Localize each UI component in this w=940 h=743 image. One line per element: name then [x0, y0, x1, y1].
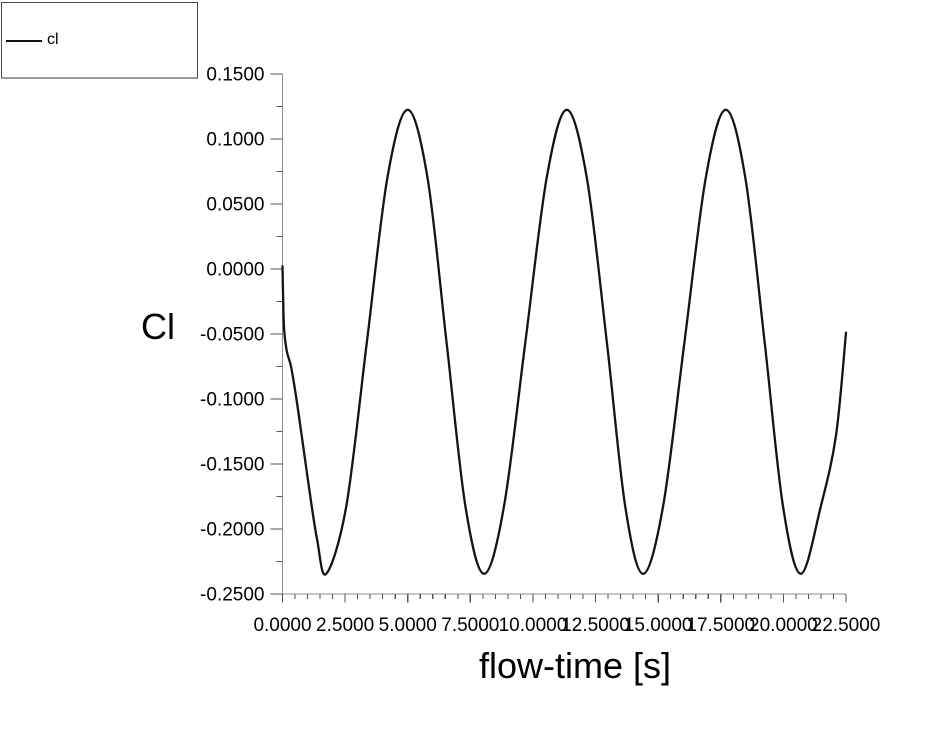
- series-cl-path: [281, 108, 848, 576]
- legend-series-label: cl: [47, 31, 59, 48]
- y-tick-label: -0.1000: [200, 390, 264, 411]
- x-tick-label: 17.5000: [686, 615, 755, 636]
- y-tick-label: -0.2000: [200, 520, 264, 541]
- x-tick-label: 5.0000: [379, 615, 437, 636]
- x-tick-label: 0.0000: [253, 615, 311, 636]
- x-axis-title: flow-time [s]: [478, 645, 672, 686]
- y-tick-label: 0.0000: [206, 260, 264, 281]
- x-tick-label: 10.0000: [499, 615, 568, 636]
- y-tick-label: 0.1000: [206, 130, 264, 151]
- legend-line-sample: [6, 40, 42, 42]
- y-tick-label: -0.0500: [200, 325, 264, 346]
- x-tick-label: 22.5000: [812, 615, 881, 636]
- y-axis-title: Cl: [141, 306, 175, 347]
- x-tick-label: 7.5000: [441, 615, 499, 636]
- y-tick-label: 0.1500: [206, 65, 264, 86]
- y-tick-label: 0.0500: [206, 195, 264, 216]
- y-tick-label: -0.2500: [200, 585, 264, 606]
- x-tick-label: 15.0000: [624, 615, 693, 636]
- x-tick-label: 2.5000: [316, 615, 374, 636]
- legend-box: cl: [1, 2, 198, 79]
- y-tick-label: -0.1500: [200, 455, 264, 476]
- x-tick-label: 12.5000: [561, 615, 630, 636]
- x-tick-label: 20.0000: [749, 615, 818, 636]
